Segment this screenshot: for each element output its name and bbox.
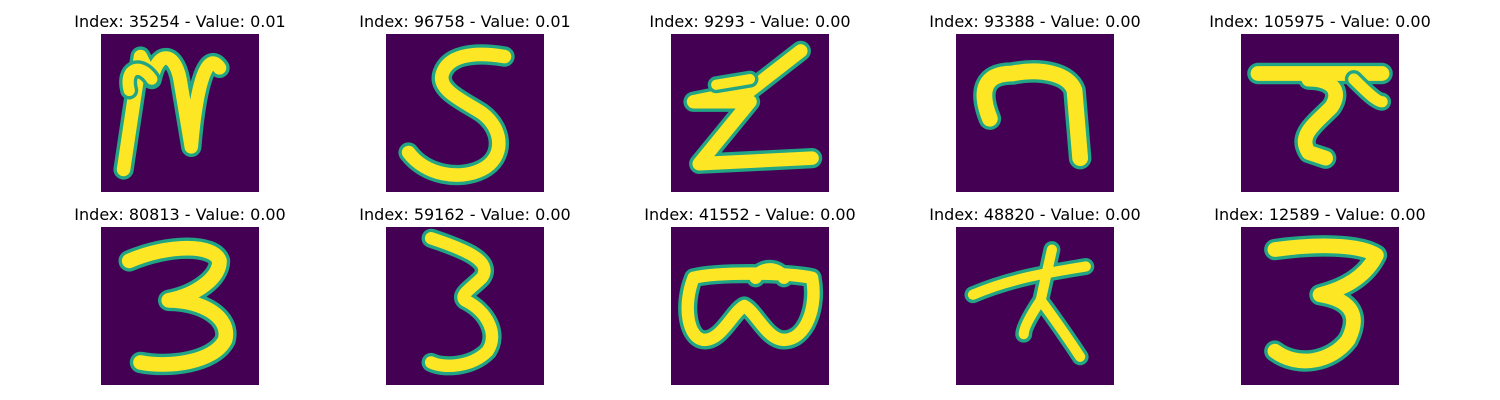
panel-title: Index: 80813 - Value: 0.00 bbox=[74, 205, 286, 224]
digit-image bbox=[386, 227, 544, 385]
digit-image bbox=[956, 227, 1114, 385]
panel-title: Index: 9293 - Value: 0.00 bbox=[649, 12, 851, 31]
digit-image bbox=[101, 34, 259, 192]
panel-title: Index: 93388 - Value: 0.00 bbox=[929, 12, 1141, 31]
digit-image bbox=[671, 34, 829, 192]
panel-8: Index: 41552 - Value: 0.00 bbox=[630, 205, 870, 390]
panel-4: Index: 93388 - Value: 0.00 bbox=[915, 12, 1155, 197]
digit-image bbox=[671, 227, 829, 385]
panel-9: Index: 48820 - Value: 0.00 bbox=[915, 205, 1155, 390]
panel-title: Index: 59162 - Value: 0.00 bbox=[359, 205, 571, 224]
panel-7: Index: 59162 - Value: 0.00 bbox=[345, 205, 585, 390]
digit-image bbox=[1241, 34, 1399, 192]
panel-title: Index: 96758 - Value: 0.01 bbox=[359, 12, 571, 31]
panel-5: Index: 105975 - Value: 0.00 bbox=[1200, 12, 1440, 197]
digit-image bbox=[956, 34, 1114, 192]
panel-1: Index: 35254 - Value: 0.01 bbox=[60, 12, 300, 197]
digit-image bbox=[101, 227, 259, 385]
panel-10: Index: 12589 - Value: 0.00 bbox=[1200, 205, 1440, 390]
digit-image bbox=[1241, 227, 1399, 385]
panel-2: Index: 96758 - Value: 0.01 bbox=[345, 12, 585, 197]
panel-6: Index: 80813 - Value: 0.00 bbox=[60, 205, 300, 390]
panel-title: Index: 12589 - Value: 0.00 bbox=[1214, 205, 1426, 224]
panel-title: Index: 41552 - Value: 0.00 bbox=[644, 205, 856, 224]
panel-title: Index: 35254 - Value: 0.01 bbox=[74, 12, 286, 31]
panel-3: Index: 9293 - Value: 0.00 bbox=[630, 12, 870, 197]
panel-title: Index: 48820 - Value: 0.00 bbox=[929, 205, 1141, 224]
panel-title: Index: 105975 - Value: 0.00 bbox=[1209, 12, 1431, 31]
digit-image bbox=[386, 34, 544, 192]
